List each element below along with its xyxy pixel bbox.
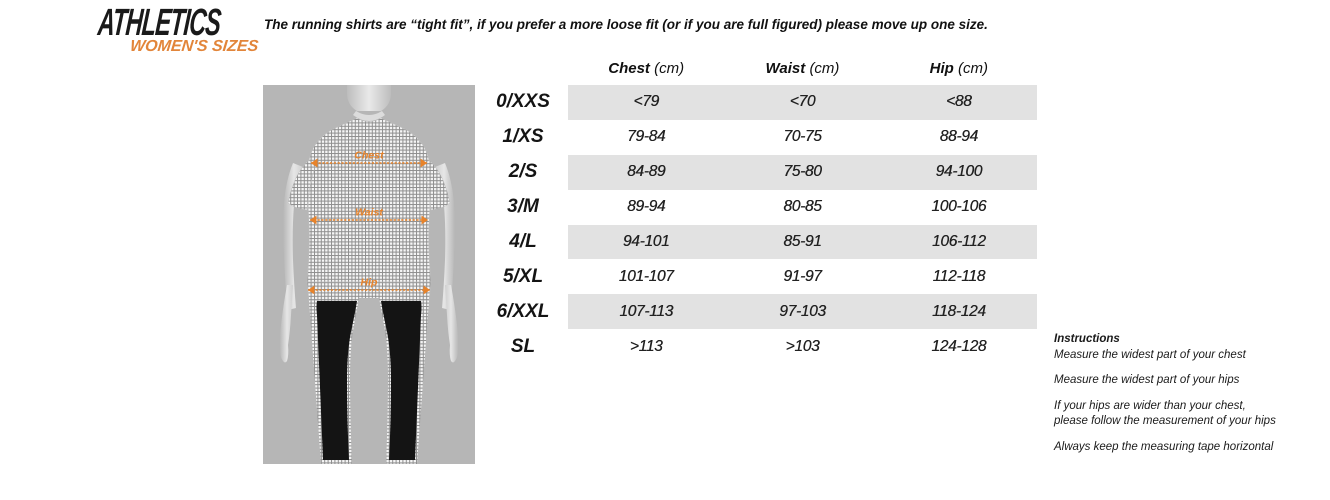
svg-text:Chest: Chest — [354, 150, 384, 162]
svg-text:Waist: Waist — [355, 207, 383, 219]
svg-text:Hip: Hip — [361, 277, 379, 289]
